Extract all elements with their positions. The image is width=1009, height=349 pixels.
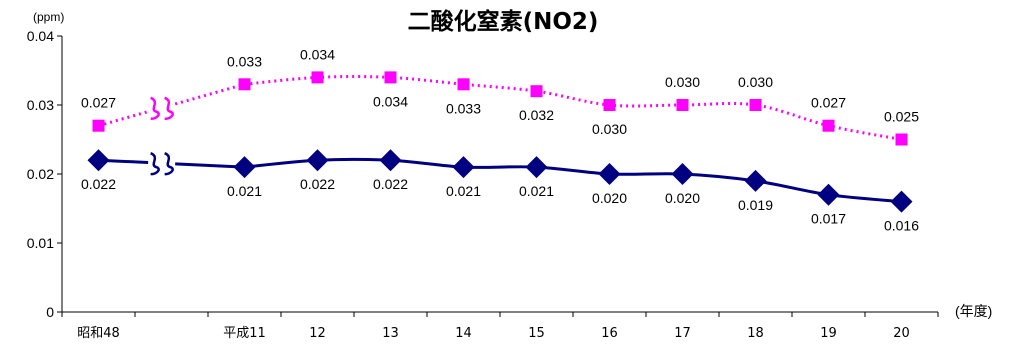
data-label: 0.019 <box>738 197 773 213</box>
data-label: 0.032 <box>519 107 554 123</box>
x-tick-label: 16 <box>601 326 618 341</box>
data-label: 0.027 <box>81 95 116 111</box>
data-point-diamond <box>598 163 621 185</box>
x-tick-label: 昭和48 <box>77 326 120 341</box>
series-lines <box>98 75 902 204</box>
x-tick-label: 14 <box>455 326 472 341</box>
data-label: 0.034 <box>373 93 408 109</box>
x-tick-label: 17 <box>674 326 691 341</box>
data-label: 0.021 <box>227 183 262 199</box>
data-point-square <box>530 85 543 98</box>
x-tick-label: 12 <box>309 326 326 341</box>
data-label: 0.022 <box>373 176 408 192</box>
axis-break-mark <box>150 96 160 121</box>
axis-breaks <box>150 96 174 176</box>
data-label: 0.021 <box>446 183 481 199</box>
data-point-square <box>822 119 835 132</box>
series-line <box>244 157 902 204</box>
data-label: 0.025 <box>884 109 919 125</box>
data-point-square <box>384 71 397 84</box>
axis-break-mark <box>164 152 174 176</box>
x-tick-label: 13 <box>382 326 399 341</box>
series-markers <box>87 71 913 213</box>
series-line-segment <box>174 82 245 106</box>
data-label: 0.020 <box>592 190 627 206</box>
data-label: 0.033 <box>446 100 481 116</box>
series-line-segment <box>175 162 245 169</box>
data-labels: 0.027 0.033 0.034 0.034 0.033 0.032 0.030 0.030… <box>81 46 919 233</box>
data-label: 0.027 <box>811 95 846 111</box>
data-point-diamond <box>87 149 110 172</box>
data-label: 0.020 <box>665 190 700 206</box>
data-point-diamond <box>744 169 767 192</box>
y-tick-label: 0.03 <box>27 97 54 113</box>
y-tick-label: 0 <box>46 304 54 320</box>
data-point-square <box>895 133 908 146</box>
x-tick-label: 平成11 <box>223 326 266 341</box>
data-label: 0.022 <box>81 176 116 192</box>
y-axis-unit: (ppm) <box>33 10 64 24</box>
data-point-square <box>749 99 762 111</box>
series-line-segment <box>98 110 149 128</box>
x-tick-label: 19 <box>820 326 837 341</box>
y-tick-label: 0.04 <box>27 28 54 44</box>
data-label: 0.030 <box>592 121 627 137</box>
data-point-diamond <box>525 156 548 179</box>
data-point-diamond <box>817 183 840 206</box>
data-point-diamond <box>671 163 694 185</box>
data-point-diamond <box>890 190 913 213</box>
data-point-square <box>676 99 689 111</box>
series-line <box>244 75 902 141</box>
x-tick-label: 20 <box>893 326 910 341</box>
data-point-square <box>311 71 324 84</box>
data-point-diamond <box>233 156 256 179</box>
data-point-diamond <box>379 149 402 172</box>
data-label: 0.022 <box>300 176 335 192</box>
x-tick-label: 18 <box>747 326 764 341</box>
data-label: 0.016 <box>884 218 919 234</box>
axis-break-mark <box>164 96 174 121</box>
data-point-diamond <box>306 149 329 172</box>
axis-break-mark <box>150 152 160 176</box>
x-axis-unit: (年度) <box>955 303 992 319</box>
data-point-square <box>603 99 616 111</box>
data-label: 0.034 <box>300 46 335 62</box>
data-label: 0.021 <box>519 183 554 199</box>
y-tick-label: 0.01 <box>27 235 54 251</box>
data-point-square <box>92 119 105 132</box>
data-point-square <box>457 78 470 91</box>
x-tick-label: 15 <box>528 326 545 341</box>
y-tick-label: 0.02 <box>27 166 54 182</box>
data-label: 0.017 <box>811 211 846 227</box>
data-point-diamond <box>452 156 475 179</box>
chart-title: 二酸化窒素(NO2) <box>408 8 599 35</box>
data-label: 0.030 <box>665 74 700 90</box>
axes: 0 0.01 0.02 0.03 0.04 昭和48 平成11 12 13 14 15 16 17 18 1… <box>27 28 939 341</box>
data-label: 0.033 <box>227 53 262 69</box>
data-point-square <box>238 78 251 91</box>
data-label: 0.030 <box>738 74 773 90</box>
